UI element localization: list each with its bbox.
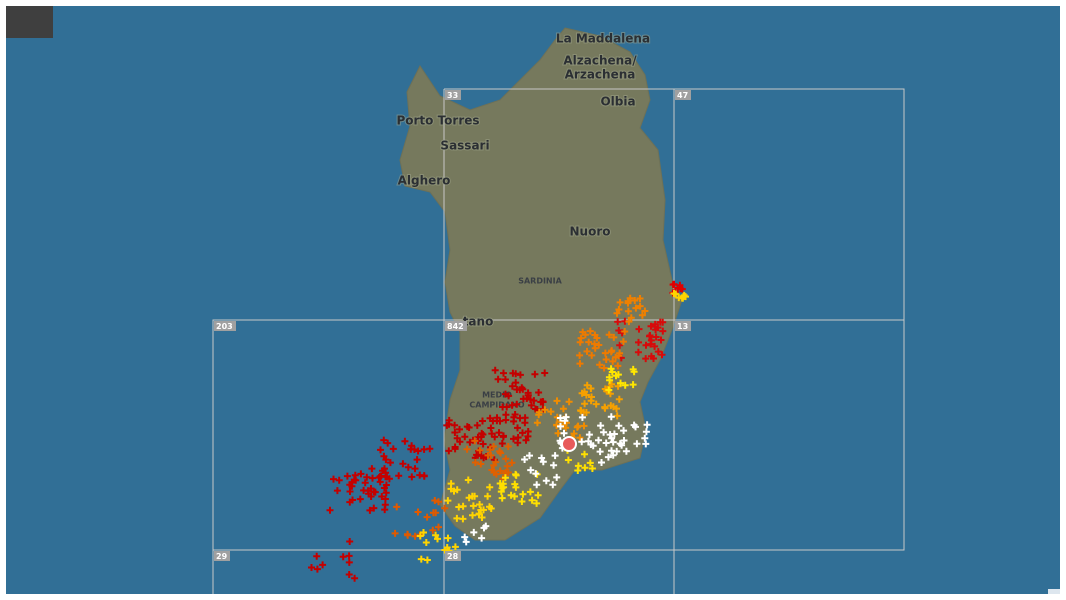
place-label: MEDIO [482,391,512,400]
place-label: Alghero [398,174,451,188]
place-label: SARDINIA [518,277,562,286]
strike-cluster [577,380,623,420]
strike-cluster [605,365,638,394]
strike-cluster [613,294,649,326]
count-badge [445,321,467,331]
strike-cluster [496,470,542,507]
strike-cluster [376,436,434,483]
count-badge [445,90,461,100]
grid [212,88,905,594]
place-label: Alzachena/ [563,54,637,68]
menu-box[interactable] [6,6,53,38]
grid-count: 29 [216,552,228,561]
count-badge [445,551,461,561]
strike-cluster [670,290,689,302]
place-label: Nuoro [570,225,611,239]
place-label: La Maddalena [556,32,650,46]
place-label: Sassari [440,139,489,153]
count-badge [214,321,236,331]
grid-count: 203 [216,322,233,331]
count-badge [675,321,691,331]
grid-count: 13 [677,322,688,331]
strike-cluster [444,476,495,523]
lightning-strikes [308,280,689,582]
place-label: Olbia [600,95,635,109]
place-label: CAMPIDANO [469,401,524,410]
grid-count: 842 [447,322,464,331]
grid-count: 33 [447,91,458,100]
strike-cluster [391,497,449,540]
place-labels: La Maddalena Alzachena/Arzachena Olbia Port… [395,31,651,410]
strike-cluster [614,317,667,363]
strike-cluster [463,437,516,483]
place-label: tano [463,315,494,329]
grid-counts: 33 47 203 842 13 29 28 [214,90,691,561]
strike-cluster [308,538,359,582]
strike-cluster [326,465,390,514]
island [399,27,683,541]
grid-count: 47 [677,91,688,100]
place-label: Porto Torres [396,114,479,128]
place-label: Arzachena [565,68,636,82]
strike-cluster [608,421,651,455]
corner-control[interactable] [1048,589,1060,594]
grid-lines [212,88,905,594]
location-marker[interactable] [561,436,577,452]
grid-count: 28 [447,552,459,561]
strike-cluster [461,522,490,546]
count-badge [675,90,691,100]
strike-cluster [521,452,561,489]
strike-cluster [416,529,459,564]
strike-cluster [556,413,623,466]
strike-cluster [576,327,629,372]
count-badge [214,551,230,561]
strike-cluster [486,411,532,447]
strike-cluster [491,366,549,413]
